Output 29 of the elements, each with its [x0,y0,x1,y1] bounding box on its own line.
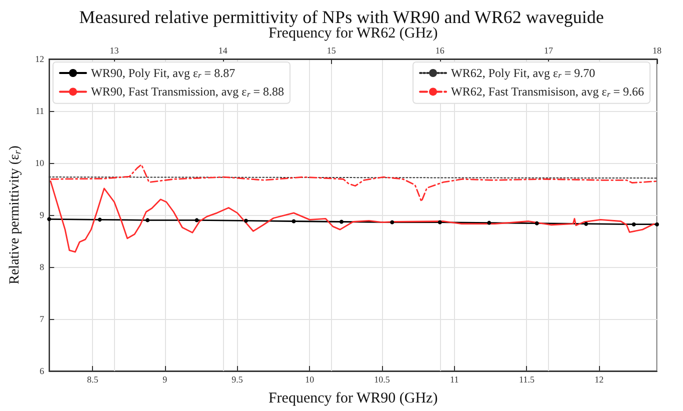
y-tick-label: 9 [40,210,45,220]
y-tick-label: 10 [35,158,45,168]
x2-axis-title: Frequency for WR62 (GHz) [268,26,438,42]
legend-label: WR62, Poly Fit, avg εr = 9.70 [451,66,596,80]
x-tick-label: 10 [305,374,315,384]
y-tick-label: 11 [35,106,44,116]
x-tick-label: 11 [450,374,459,384]
x2-tick-label: 13 [110,46,120,56]
x2-tick-label: 15 [326,46,336,56]
x-axis-title: Frequency for WR90 (GHz) [268,390,438,406]
x-tick-label: 10.5 [374,374,390,384]
y-tick-label: 6 [40,366,45,376]
x2-tick-label: 16 [435,46,445,56]
x-tick-label: 12 [594,374,604,384]
x-tick-label: 9.5 [232,374,244,384]
y-tick-label: 8 [40,262,45,272]
x-tick-label: 8.5 [86,374,99,384]
x-tick-label: 9 [162,374,168,384]
legend-label: WR62, Fast Transmisison, avg εr = 9.66 [451,84,644,99]
y-tick-label: 7 [40,314,45,324]
x-tick-label: 11.5 [519,374,535,384]
y-tick-label: 12 [35,54,44,64]
x2-tick-label: 17 [544,46,554,56]
legend-label: WR90, Poly Fit, avg εr = 8.87 [91,66,236,80]
x2-tick-label: 14 [218,46,228,56]
y-axis-title: Relative permittivity (εr) [8,145,24,284]
x2-tick-label: 18 [652,46,662,56]
chart-title: Measured relative permittivity of NPs with WR90 and WR62 waveguide [79,7,604,27]
legend-label: WR90, Fast Transmission, avg εr = 8.88 [91,84,284,99]
